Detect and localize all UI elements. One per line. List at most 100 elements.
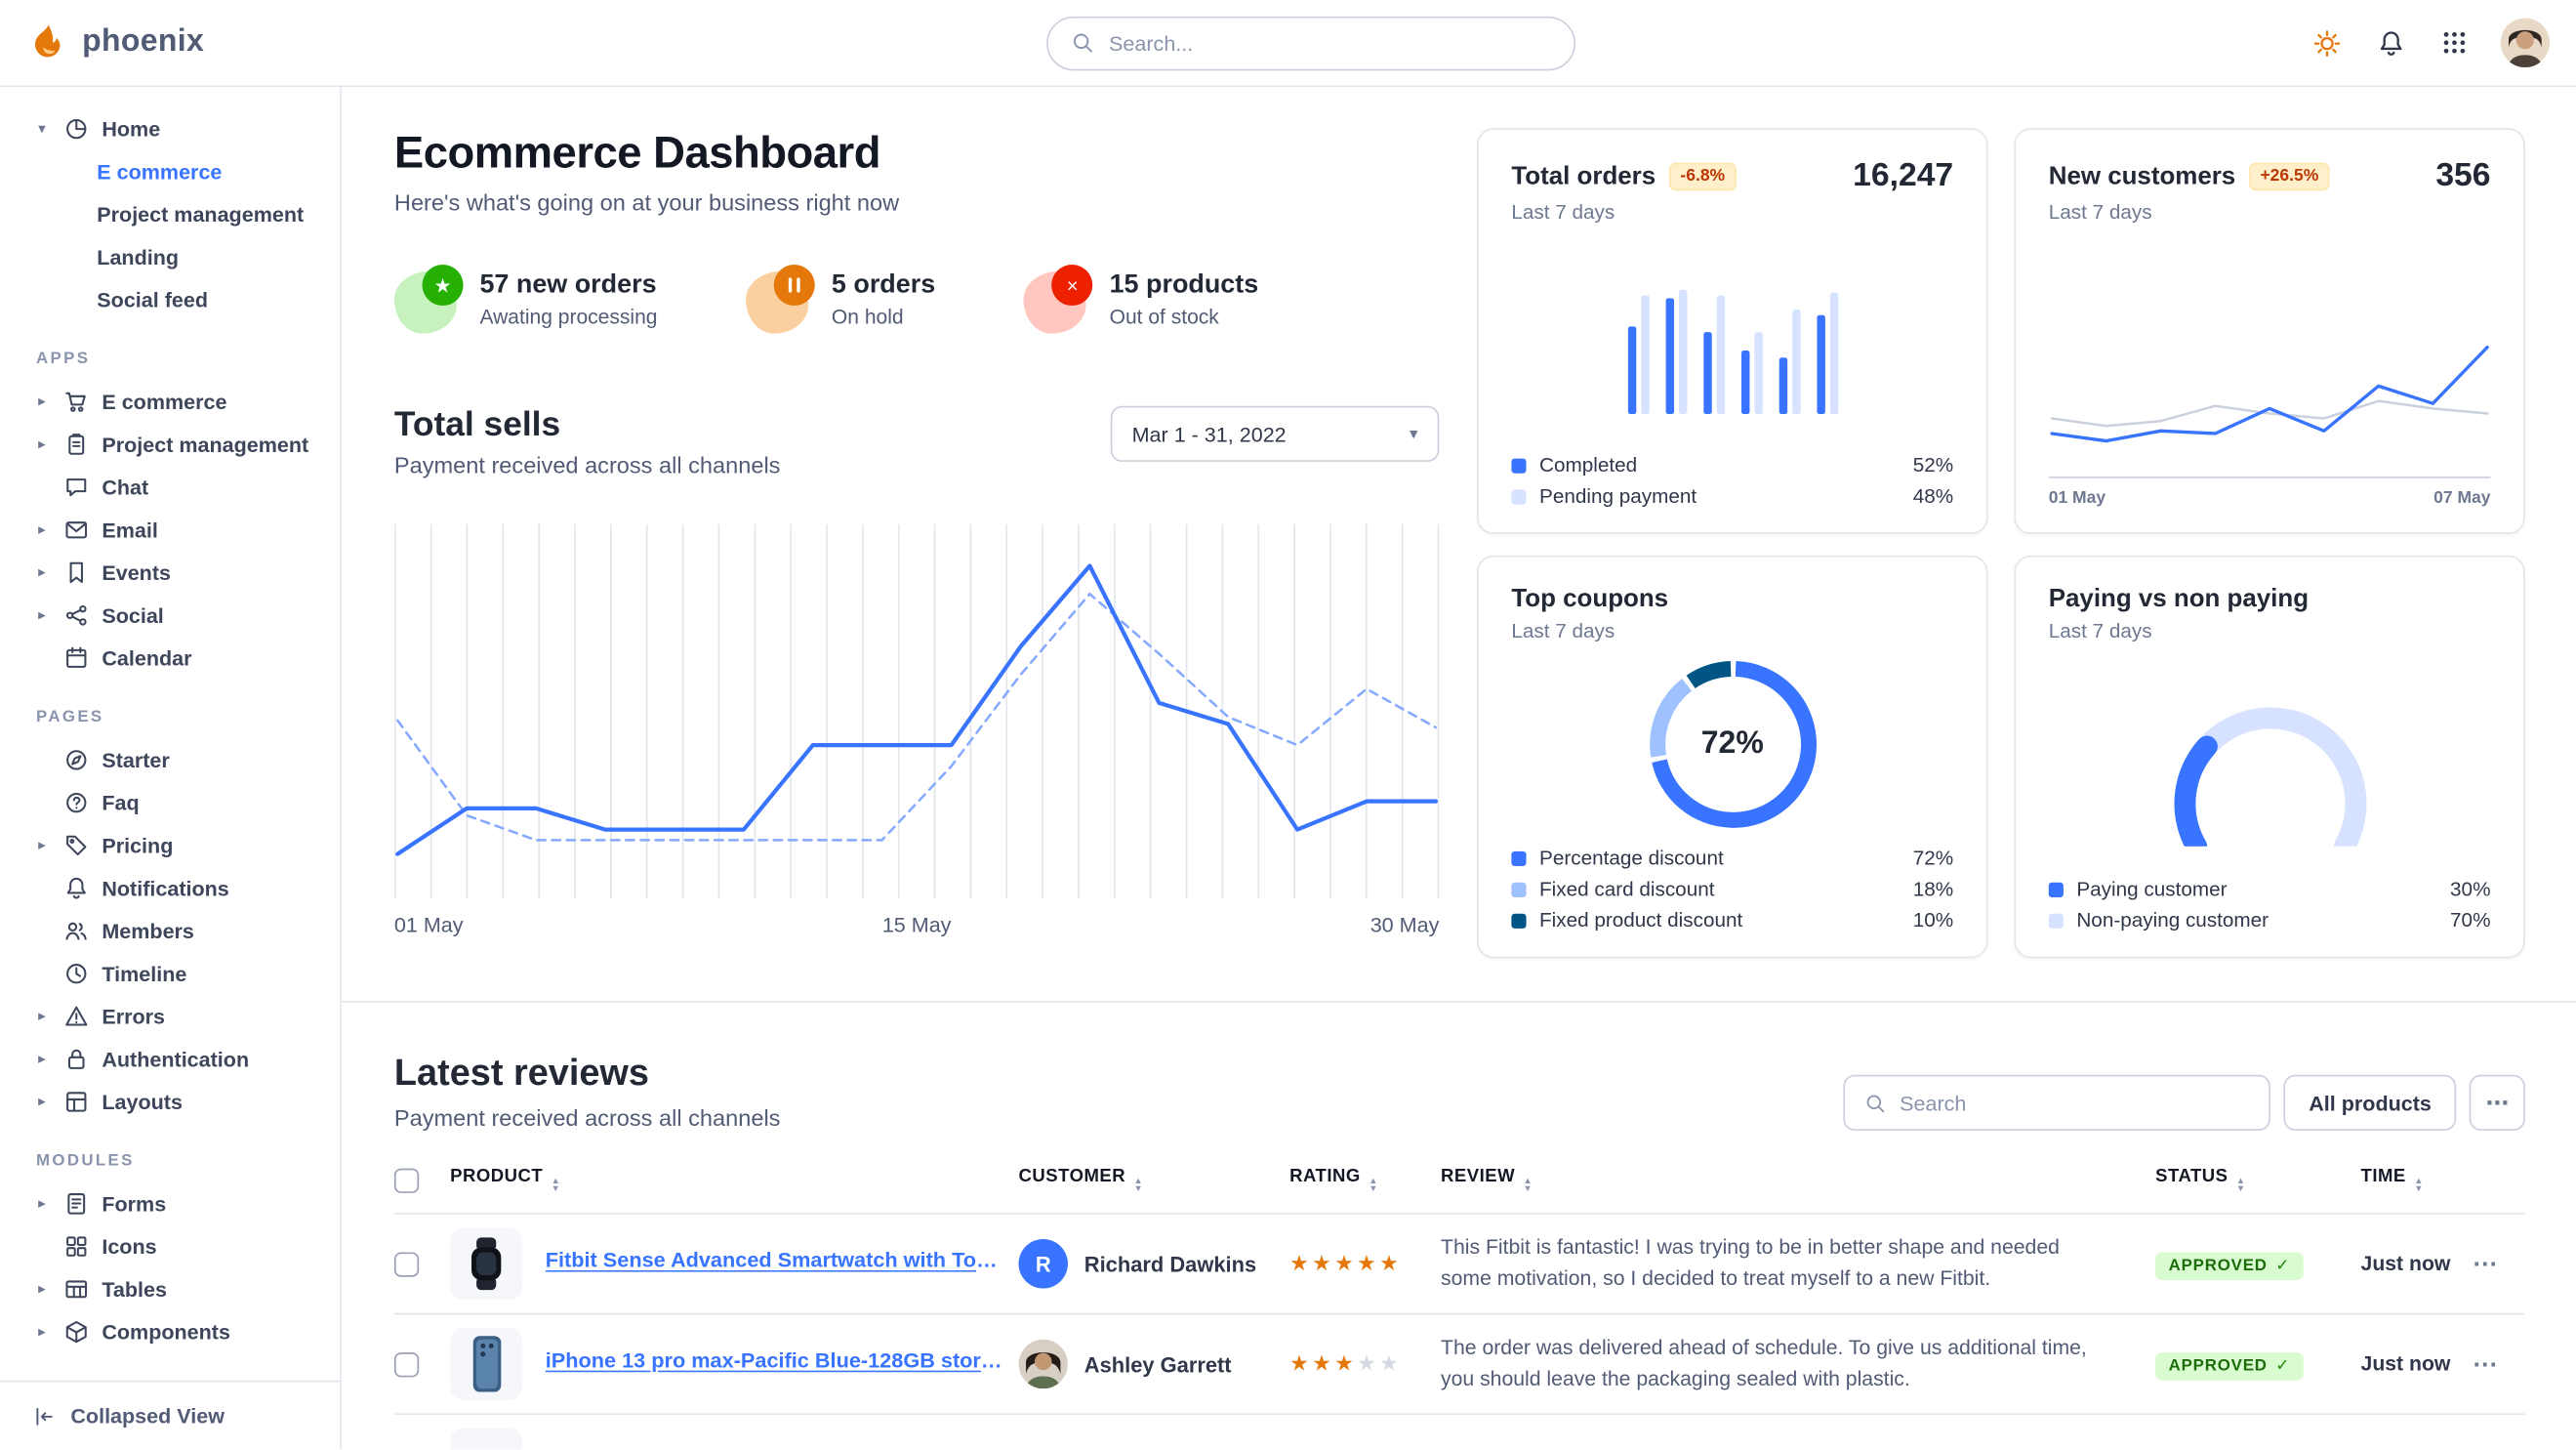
- sidebar-item-label: Events: [102, 559, 171, 585]
- sidebar-item-label: Notifications: [102, 875, 229, 900]
- sidebar-item-components[interactable]: ▸ Components: [33, 1309, 324, 1352]
- sidebar-item-errors[interactable]: ▸ Errors: [33, 994, 324, 1037]
- sidebar-item-social-feed[interactable]: Social feed: [97, 286, 209, 311]
- search-icon: [1073, 33, 1092, 53]
- column-header-rating[interactable]: RATING ▲ ▼: [1289, 1166, 1442, 1215]
- sidebar-item-layouts[interactable]: ▸ Layouts: [33, 1080, 324, 1123]
- card-title: Total orders: [1511, 161, 1656, 190]
- x-label: 01 May: [2048, 489, 2106, 509]
- theme-toggle-button[interactable]: [2310, 25, 2344, 60]
- select-all-checkbox[interactable]: [393, 1167, 420, 1193]
- sidebar-item-e-commerce[interactable]: E commerce: [97, 158, 223, 184]
- sort-icon: ▲ ▼: [1369, 1177, 1378, 1194]
- customer-avatar: [1018, 1339, 1068, 1389]
- sidebar-item-chat[interactable]: Chat: [33, 465, 324, 508]
- legend-value: 72%: [1912, 846, 1954, 870]
- stat-blob: ×: [1024, 264, 1093, 334]
- notifications-button[interactable]: [2374, 25, 2408, 60]
- card-title: New customers: [2048, 161, 2236, 190]
- sidebar-item-email[interactable]: ▸ Email: [33, 508, 324, 551]
- date-range-select[interactable]: Mar 1 - 31, 2022 ▾: [1110, 405, 1440, 462]
- customer-cell: R Richard Dawkins: [1018, 1239, 1276, 1289]
- product-link[interactable]: Fitbit Sense Advanced Smartwatch with To…: [545, 1247, 1006, 1272]
- reviews-search-input[interactable]: [1900, 1090, 2250, 1115]
- row-menu-button[interactable]: ⋯: [2472, 1349, 2498, 1379]
- sidebar-item-faq[interactable]: Faq: [33, 780, 324, 823]
- mail-icon: [65, 520, 88, 538]
- sidebar-item-tables[interactable]: ▸ Tables: [33, 1267, 324, 1310]
- sidebar-item-forms[interactable]: ▸ Forms: [33, 1181, 324, 1224]
- total-orders-value: 16,247: [1853, 157, 1954, 194]
- sidebar: ▾ Home E commerce Project management Landing…: [0, 87, 343, 1450]
- legend-value: 48%: [1912, 484, 1954, 509]
- row-menu-button[interactable]: ⋯: [2472, 1249, 2498, 1278]
- collapsed-view-toggle[interactable]: Collapsed View: [0, 1380, 341, 1450]
- sidebar-item-notifications[interactable]: Notifications: [33, 866, 324, 909]
- total-orders-svg: [1627, 289, 1838, 415]
- navbar-search[interactable]: [1046, 15, 1576, 70]
- sidebar-item-home[interactable]: ▾ Home: [33, 106, 324, 149]
- sidebar-item-starter[interactable]: Starter: [33, 738, 324, 781]
- apps-grid-button[interactable]: [2438, 26, 2472, 60]
- cart-icon: [65, 391, 86, 411]
- bell-icon: [2380, 30, 2402, 56]
- review-time: Just now: [2360, 1252, 2451, 1276]
- x-label: 30 May: [1370, 912, 1440, 937]
- caret-right-icon: ▸: [38, 835, 46, 852]
- brand[interactable]: phoenix: [26, 21, 332, 64]
- new-customers-badge: +26.5%: [2248, 162, 2331, 191]
- product-image: [450, 1227, 523, 1301]
- stat-value: 57 new orders: [479, 270, 657, 300]
- grid-icon: [66, 1235, 87, 1256]
- sidebar-item-social[interactable]: ▸ Social: [33, 594, 324, 637]
- all-products-button[interactable]: All products: [2284, 1074, 2457, 1131]
- row-checkbox[interactable]: [393, 1251, 420, 1276]
- total-sells-svg: [393, 523, 1440, 899]
- clipboard-icon: [68, 433, 85, 454]
- total-sells-header: Total sells Payment received across all …: [393, 405, 1440, 478]
- sidebar-item-pricing[interactable]: ▸ Pricing: [33, 823, 324, 866]
- column-header-time[interactable]: TIME ▲ ▼: [2360, 1166, 2473, 1215]
- sidebar-item-project-management[interactable]: ▸ Project management: [33, 423, 324, 466]
- sidebar-item-project-management[interactable]: Project management: [97, 201, 305, 227]
- sidebar-section-label: PAGES: [36, 708, 104, 726]
- sidebar-item-label: Components: [102, 1318, 230, 1344]
- sidebar-item-events[interactable]: ▸ Events: [33, 551, 324, 594]
- stat-value: 15 products: [1109, 270, 1259, 300]
- tag-icon: [66, 834, 87, 855]
- sidebar-item-calendar[interactable]: Calendar: [33, 636, 324, 679]
- sidebar-item-label: E commerce: [102, 389, 227, 414]
- check-icon: ✓: [2275, 1356, 2291, 1375]
- sidebar-item-timeline[interactable]: Timeline: [33, 951, 324, 994]
- total-orders-legend: Completed 52% Pending payment 48%: [1511, 454, 1954, 509]
- sidebar-item-landing[interactable]: Landing: [97, 243, 180, 269]
- sort-icon: ▲ ▼: [551, 1177, 561, 1194]
- row-checkbox[interactable]: [393, 1351, 420, 1377]
- total-orders-badge: -6.8%: [1668, 162, 1737, 191]
- product-link[interactable]: iPhone 13 pro max-Pacific Blue-128GB sto…: [545, 1347, 1006, 1373]
- column-header-review[interactable]: REVIEW ▲ ▼: [1441, 1166, 2156, 1215]
- sidebar-item-e-commerce[interactable]: ▸ E commerce: [33, 380, 324, 423]
- user-avatar[interactable]: [2500, 18, 2551, 68]
- column-header-product[interactable]: PRODUCT ▲ ▼: [450, 1166, 1019, 1215]
- dashboard-left-column: Ecommerce Dashboard Here's what's going …: [393, 128, 1440, 958]
- navbar-search-input[interactable]: [1109, 30, 1551, 56]
- caret-right-icon: ▸: [38, 1092, 46, 1109]
- reviews-more-button[interactable]: ⋯: [2469, 1074, 2525, 1131]
- stat-blob: [746, 264, 816, 334]
- new-customers-card: New customers +26.5% 356 Last 7 days 01 …: [2014, 128, 2525, 534]
- star-icon: ★: [422, 264, 464, 307]
- review-row: Fitbit Sense Advanced Smartwatch with To…: [393, 1213, 2525, 1315]
- sidebar-section-label: APPS: [36, 350, 91, 369]
- column-header-status[interactable]: STATUS ▲ ▼: [2155, 1166, 2361, 1215]
- sidebar-item-icons[interactable]: Icons: [33, 1224, 324, 1267]
- total-orders-card: Total orders -6.8% 16,247 Last 7 days Co…: [1477, 128, 1988, 534]
- sidebar-item-authentication[interactable]: ▸ Authentication: [33, 1037, 324, 1080]
- sidebar-nav: ▾ Home E commerce Project management Landing…: [0, 87, 340, 1381]
- total-sells-subtitle: Payment received across all channels: [393, 451, 781, 478]
- legend-label: Paying customer: [2076, 877, 2228, 901]
- column-header-customer[interactable]: CUSTOMER ▲ ▼: [1018, 1166, 1290, 1215]
- sidebar-item-members[interactable]: Members: [33, 909, 324, 952]
- sort-icon: ▲ ▼: [1523, 1177, 1533, 1194]
- reviews-search[interactable]: [1843, 1074, 2271, 1131]
